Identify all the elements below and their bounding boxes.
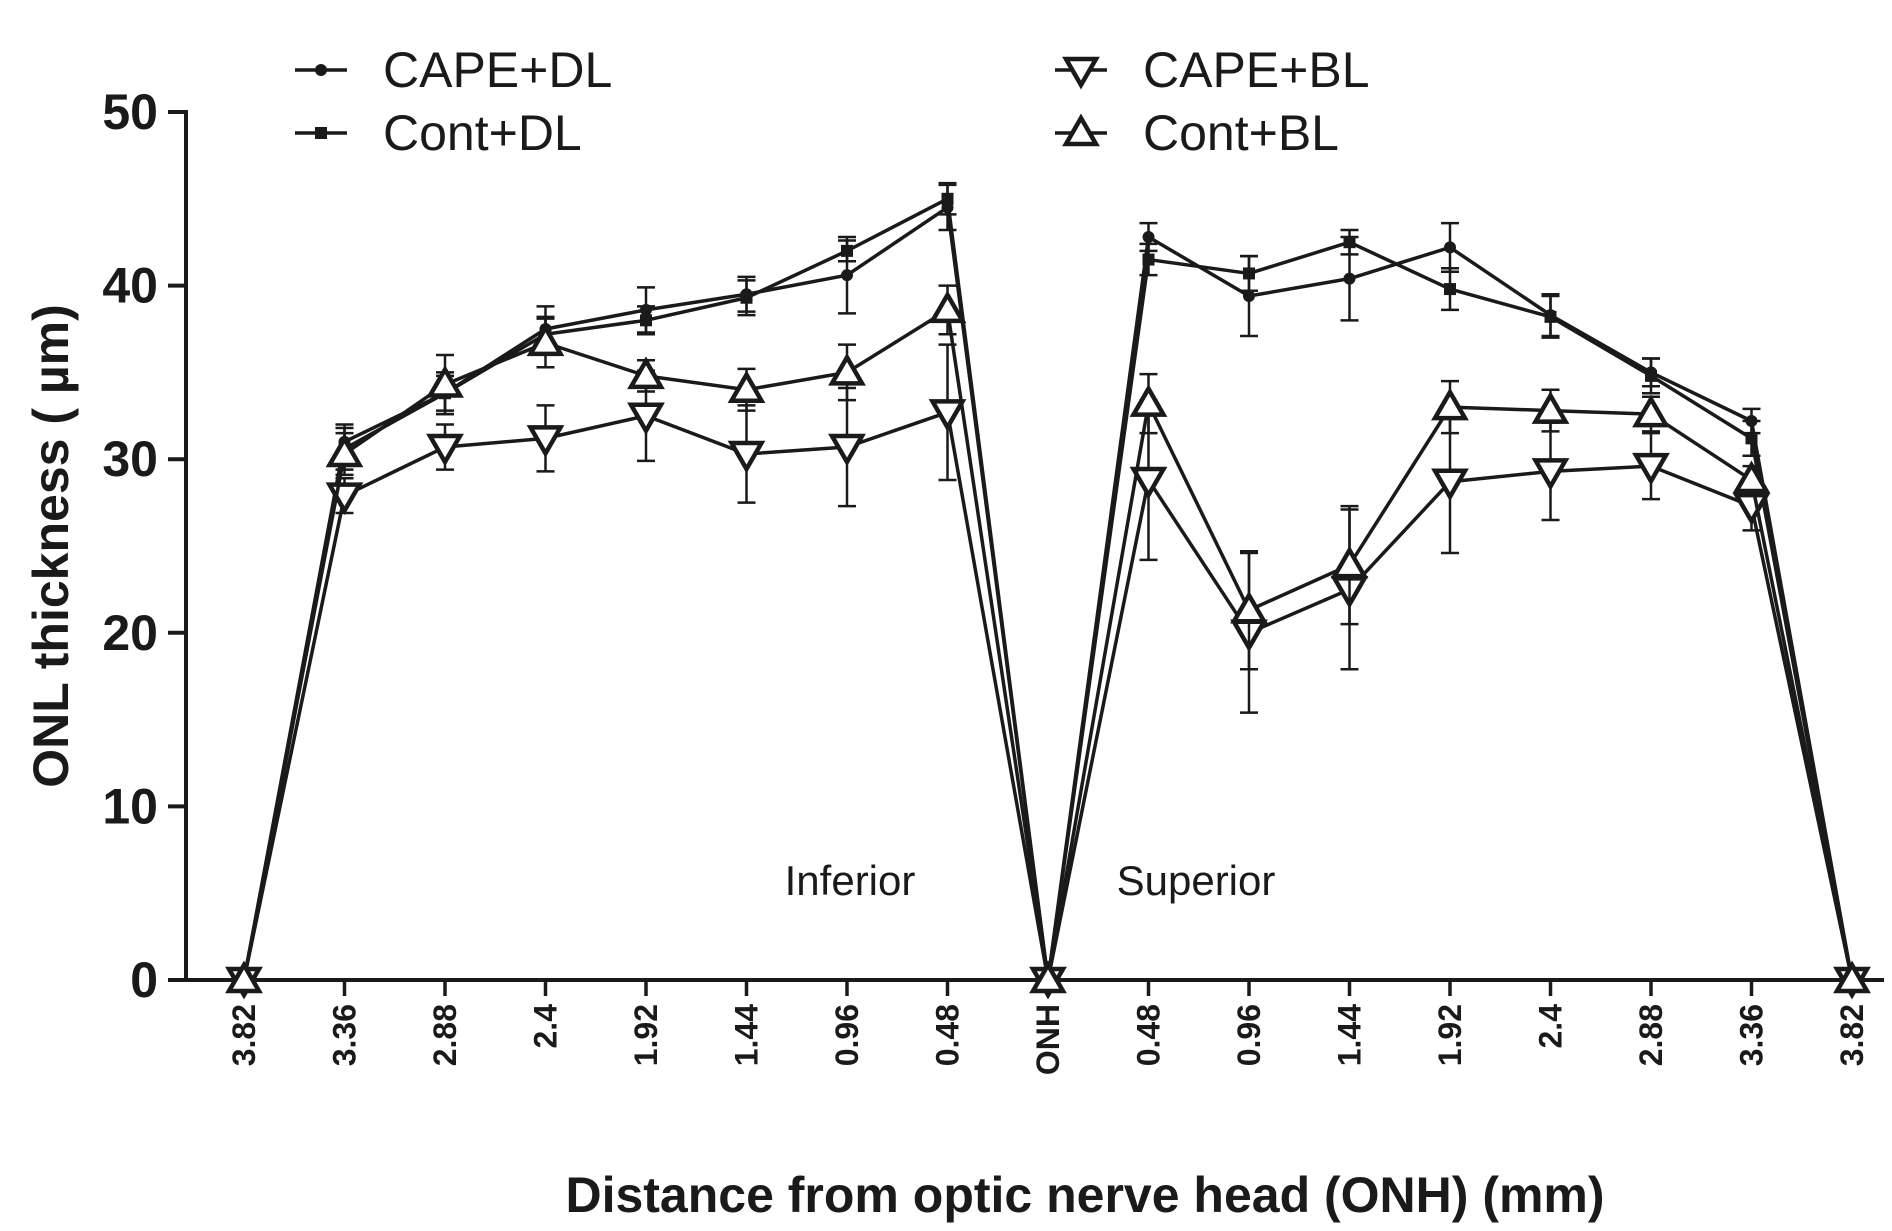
region-label: Superior: [1117, 857, 1276, 904]
legend-marker: [315, 127, 327, 139]
y-ticks: 0 10 20 30 40 50: [102, 84, 186, 1008]
data-point: [225, 960, 263, 994]
data-point: [1343, 272, 1356, 285]
data-point: [1632, 394, 1670, 428]
legend-label: CAPE+BL: [1143, 42, 1370, 98]
series-cape-bl: [225, 343, 1871, 1000]
data-point: [841, 244, 853, 257]
data-point: [1230, 590, 1268, 624]
legend-label: CAPE+DL: [383, 42, 612, 98]
x-axis-title: Distance from optic nerve head (ONH) (mm…: [565, 1167, 1604, 1223]
data-point: [1732, 460, 1771, 494]
legend-item: CAPE+DL: [295, 42, 612, 98]
series-cont-dl: [238, 181, 1858, 986]
x-tick-label: ONH: [1030, 1004, 1066, 1075]
data-point: [1531, 458, 1570, 491]
annotations: Inferior Superior: [785, 857, 1276, 904]
legend-item: Cont+DL: [295, 105, 582, 161]
data-point: [1431, 387, 1469, 421]
y-tick-label: 10: [102, 778, 158, 834]
series-line: [242, 197, 1854, 982]
data-point: [426, 365, 464, 398]
y-tick-label: 50: [102, 84, 158, 140]
legend-marker: [1062, 56, 1100, 90]
data-point: [1531, 391, 1570, 424]
data-point: [1431, 468, 1469, 502]
data-point: [526, 323, 565, 357]
x-ticks: 3.82 3.36 2.88 2.4 1.92 1.44 0.96 0.48 ONH 0.48 0.…: [226, 980, 1870, 1075]
y-tick-label: 30: [102, 431, 158, 487]
data-point: [1745, 432, 1758, 445]
series-line: [242, 410, 1854, 982]
data-point: [1243, 290, 1255, 303]
series-line: [242, 308, 1854, 982]
x-tick-label: 1.44: [1332, 1004, 1368, 1066]
data-point: [1544, 310, 1557, 323]
data-point: [841, 269, 853, 282]
data-point: [1243, 267, 1255, 280]
data-point: [928, 290, 967, 324]
series-cape-dl: [238, 183, 1858, 986]
data-point: [1343, 236, 1356, 249]
x-tick-label: 1.44: [729, 1004, 765, 1066]
data-point: [928, 399, 967, 432]
legend-marker: [315, 64, 327, 76]
region-label: Inferior: [785, 857, 916, 904]
series-layer: [225, 181, 1871, 1000]
data-point: [828, 352, 866, 386]
data-point: [1645, 369, 1657, 382]
y-tick-label: 20: [102, 605, 158, 661]
x-tick-label: 3.36: [327, 1004, 363, 1066]
series-line: [242, 205, 1854, 982]
data-point: [1129, 384, 1168, 417]
data-point: [1632, 452, 1670, 486]
data-point: [627, 402, 665, 436]
data-point: [1444, 241, 1456, 254]
legend-item: Cont+BL: [1055, 105, 1339, 161]
x-tick-label: 2.88: [1633, 1004, 1669, 1066]
data-point: [526, 425, 565, 458]
x-tick-label: 0.48: [1131, 1004, 1167, 1066]
data-point: [740, 291, 753, 304]
data-point: [640, 314, 652, 327]
x-tick-label: 0.96: [829, 1004, 865, 1066]
data-point: [1833, 960, 1871, 994]
x-tick-label: 2.4: [528, 1004, 564, 1049]
data-point: [1029, 960, 1067, 994]
x-tick-label: 3.82: [226, 1004, 262, 1066]
x-tick-label: 0.96: [1231, 1004, 1267, 1066]
legend-label: Cont+BL: [1143, 105, 1339, 161]
data-point: [1330, 545, 1369, 579]
data-point: [727, 440, 766, 474]
legend-item: CAPE+BL: [1055, 42, 1370, 98]
data-point: [1142, 253, 1155, 266]
x-tick-label: 3.82: [1834, 1004, 1870, 1066]
x-tick-label: 0.48: [930, 1004, 966, 1066]
data-point: [1129, 466, 1168, 500]
x-tick-label: 1.92: [628, 1004, 664, 1066]
x-tick-label: 2.88: [427, 1004, 463, 1066]
data-point: [1142, 230, 1155, 243]
legend-label: Cont+DL: [383, 105, 582, 161]
x-tick-label: 1.92: [1432, 1004, 1468, 1066]
legend-marker: [1062, 113, 1100, 147]
x-tick-label: 2.4: [1533, 1004, 1569, 1049]
data-point: [828, 433, 866, 467]
data-point: [1444, 283, 1456, 296]
data-point: [627, 356, 665, 390]
legend: CAPE+DL Cont+DL CAPE+BL Cont+BL: [295, 42, 1370, 161]
data-point: [325, 434, 364, 468]
axes: [184, 110, 1884, 982]
data-point: [426, 433, 464, 467]
series-cont-bl: [225, 284, 1871, 994]
y-tick-label: 40: [102, 258, 158, 314]
x-tick-label: 3.36: [1734, 1004, 1770, 1066]
y-axis-title: ONL thickness ( µm): [23, 304, 79, 788]
data-point: [1732, 492, 1771, 526]
y-tick-label: 0: [130, 952, 158, 1008]
data-point: [941, 192, 954, 205]
data-point: [727, 370, 766, 404]
